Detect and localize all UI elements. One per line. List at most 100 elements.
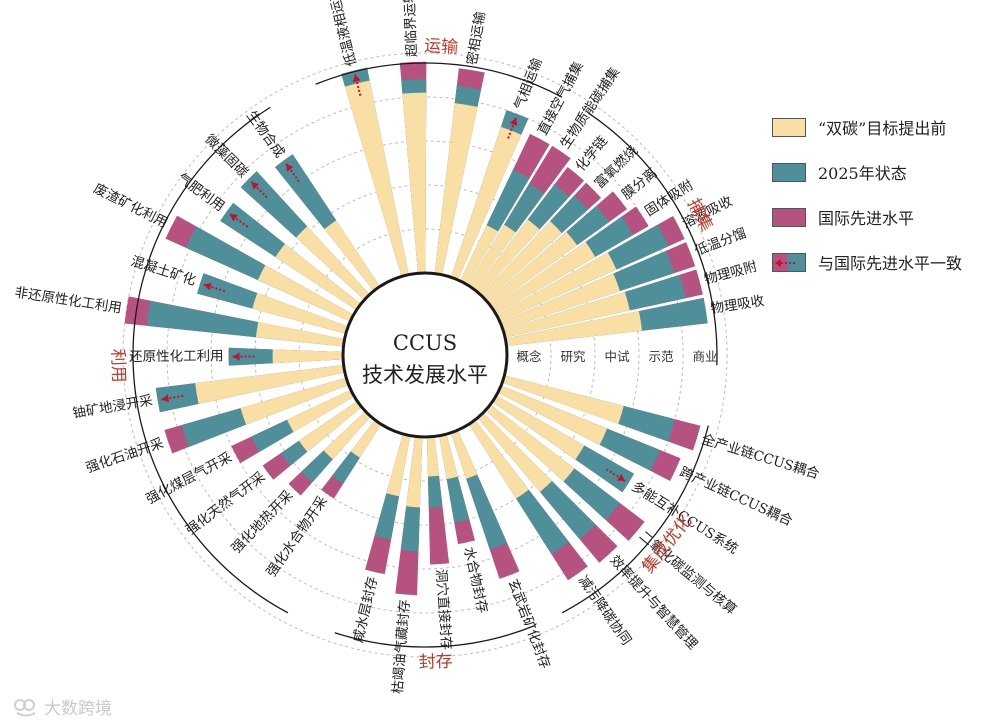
grid-ring-5	[122, 52, 728, 658]
bar-4-11-pre	[296, 226, 370, 300]
bar-1-8-pre	[503, 292, 630, 338]
legend-swatch-pre	[772, 117, 806, 137]
bar-4-10-match-arrow	[229, 214, 238, 222]
chart-center: CCUS 技术发展水平	[341, 271, 509, 439]
watermark: 大数跨境	[14, 694, 112, 719]
bar-1-3-pre	[480, 221, 562, 301]
match-arrow-icon	[775, 258, 797, 267]
watermark-text: 大数跨境	[44, 699, 112, 719]
center-title-line1: CCUS	[393, 331, 457, 355]
level-label-4: 商业	[692, 349, 717, 364]
watermark-logo-icon	[14, 698, 36, 716]
grid-ring-1	[298, 228, 552, 482]
bar-0-0-match-arrow	[352, 74, 361, 83]
legend-item-pre: “双碳”目标提出前	[772, 112, 997, 142]
bar-0-1-pre	[402, 92, 427, 274]
group-arc-3	[334, 625, 535, 648]
legend-swatch-match	[772, 252, 806, 272]
bar-3-0-pre	[450, 430, 478, 479]
bar-4-12-pre	[324, 220, 380, 291]
bar-4-5-label: 铀矿地浸开采	[71, 393, 154, 422]
bar-3-2-label: 洞穴直接封存	[432, 568, 455, 650]
bar-2-5-pre	[468, 419, 529, 499]
bar-3-0-label: 玄武岩矿化封存	[504, 577, 554, 671]
bar-0-0-pre	[345, 80, 409, 277]
bar-2-4-pre	[477, 412, 552, 492]
level-label-2: 中试	[604, 349, 630, 364]
bar-3-4-pre	[386, 433, 411, 497]
bar-4-3-pre	[287, 389, 355, 433]
legend-label-match: 与国际先进水平一致	[818, 254, 963, 273]
bar-4-8-pre	[252, 293, 349, 334]
bar-4-0-pre	[350, 419, 382, 458]
bar-1-0-pre	[460, 225, 499, 285]
group-name-3: 封存	[418, 652, 453, 673]
bar-4-12-label: 生物合成	[243, 108, 288, 161]
bar-4-8-label: 混凝土矿化	[129, 253, 198, 289]
group-arc-2	[561, 425, 709, 614]
bar-1-6-pre	[496, 252, 617, 322]
bar-3-3-pre	[406, 436, 423, 508]
bar-3-4-label: 咸水层封存	[350, 575, 381, 644]
level-label-3: 示范	[648, 349, 673, 364]
bar-0-2-label: 密相运输	[463, 10, 489, 67]
bar-2-1-pre	[497, 385, 608, 445]
bar-1-8-label: 物理吸附	[702, 259, 758, 288]
legend-swatch-2025	[772, 162, 806, 182]
level-label-1: 研究	[560, 349, 586, 364]
bar-4-11-match-arrow	[251, 181, 260, 190]
legend-label-pre: “双碳”目标提出前	[818, 119, 947, 138]
bar-1-9-label: 物理吸收	[710, 293, 766, 317]
bar-4-4-label: 强化石油开采	[84, 435, 166, 476]
group-arc-0	[315, 62, 563, 98]
bar-0-2-pre	[434, 103, 478, 275]
bar-4-9-pre	[257, 265, 354, 322]
legend-item-2025: 2025年状态	[772, 157, 997, 187]
group-arc-4	[132, 106, 289, 614]
bar-1-9-pre	[505, 311, 643, 346]
bar-0-3-pre	[450, 126, 522, 280]
bar-0-3-label: 气相运输	[511, 56, 545, 113]
bar-4-9-label: 废渣矿化利用	[91, 181, 171, 232]
bar-4-7-label: 非还原性化工利用	[14, 285, 123, 317]
bar-2-3-pre	[485, 404, 575, 482]
legend-item-match: 与国际先进水平一致	[772, 247, 997, 277]
bar-0-3-match-arrow	[509, 117, 518, 126]
group-name-0: 运输	[424, 36, 459, 58]
bar-4-1-pre	[323, 411, 371, 460]
bar-4-6-match-arrow	[232, 352, 240, 361]
bar-1-4-pre	[486, 231, 578, 307]
bar-4-2-pre	[299, 401, 362, 452]
bar-2-2-match-arrow	[616, 473, 626, 481]
bar-4-10-pre	[275, 243, 361, 311]
grid-ring-4	[166, 96, 684, 614]
bar-3-2-pre	[427, 436, 439, 477]
bar-4-8-match-arrow	[203, 282, 212, 291]
level-label-0: 概念	[516, 349, 542, 364]
bar-4-4-pre	[240, 377, 349, 425]
bar-1-7-pre	[500, 273, 620, 330]
bar-4-6-label: 还原性化工利用	[129, 348, 224, 365]
legend-item-intl: 国际先进水平	[772, 202, 997, 232]
bar-4-5-pre	[195, 364, 345, 404]
bar-1-5-pre	[492, 241, 596, 315]
chart-bars	[124, 61, 708, 596]
bar-1-2-pre	[474, 219, 540, 295]
legend-swatch-intl	[772, 207, 806, 227]
legend: “双碳”目标提出前 2025年状态 国际先进水平 与国际先进水平一致	[772, 112, 997, 292]
bar-3-1-pre	[439, 434, 458, 480]
bar-2-0-label: 全产业链CCUS耦合	[700, 431, 822, 483]
bar-2-0-pre	[502, 375, 624, 424]
bar-4-11-label: 微藻固碳	[201, 131, 251, 181]
legend-label-2025: 2025年状态	[818, 164, 907, 183]
bar-4-7-pre	[255, 322, 345, 347]
bar-3-1-label: 水合物封存	[460, 545, 490, 614]
bar-0-1-label: 超临界运输	[402, 0, 421, 57]
bar-4-6-pre	[272, 349, 344, 364]
center-title-line2: 技术发展水平	[362, 363, 488, 387]
bar-4-12-match-arrow	[286, 163, 294, 172]
bar-2-2-pre	[492, 395, 585, 460]
center-circle	[341, 271, 509, 439]
group-name-4: 利用	[107, 348, 128, 383]
